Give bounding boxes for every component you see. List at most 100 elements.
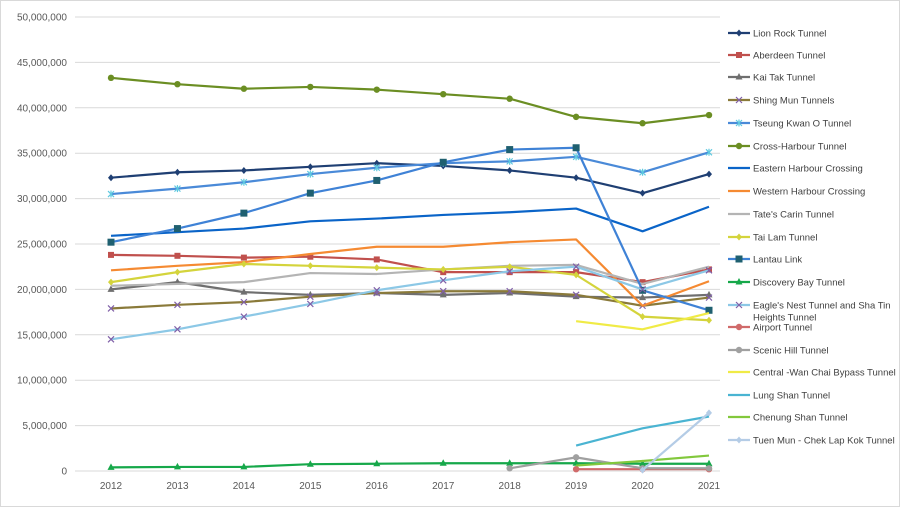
data-point	[572, 454, 580, 461]
y-tick-label: 5,000,000	[23, 421, 68, 432]
data-point	[639, 120, 646, 127]
data-point	[506, 263, 513, 271]
data-point	[572, 113, 580, 121]
series-line	[110, 265, 710, 341]
data-point	[706, 409, 712, 417]
data-point	[572, 153, 580, 161]
legend-item: Tate's Carin Tunnel	[728, 210, 834, 221]
data-point	[373, 256, 380, 263]
data-point	[439, 158, 447, 166]
data-point	[373, 164, 381, 172]
series-line	[110, 238, 710, 307]
data-point	[107, 305, 115, 312]
data-point	[735, 255, 743, 263]
data-point	[639, 293, 647, 301]
series-line	[576, 454, 710, 467]
legend-item: Cross-Harbour Tunnel	[728, 142, 846, 153]
data-point	[373, 286, 381, 294]
legend-item: Central -Wan Chai Bypass Tunnel	[728, 368, 896, 379]
data-point	[240, 178, 248, 186]
y-tick-label: 45,000,000	[17, 58, 67, 69]
data-point	[639, 279, 646, 286]
data-point	[706, 170, 712, 178]
data-point	[639, 466, 646, 474]
data-point	[307, 83, 314, 91]
data-point	[107, 335, 115, 343]
series-tai-lam-tunnel	[108, 260, 712, 324]
y-tick-label: 50,000,000	[17, 13, 67, 24]
data-point	[107, 238, 115, 246]
data-point	[174, 252, 181, 259]
legend-label: Shing Mun Tunnels	[753, 96, 835, 107]
x-tick-label: 2017	[432, 481, 455, 492]
x-tick-label: 2016	[366, 481, 389, 492]
data-point	[108, 251, 114, 258]
data-point	[705, 459, 713, 467]
series-line	[110, 262, 710, 322]
data-point	[240, 166, 247, 174]
x-tick-label: 2015	[299, 481, 322, 492]
data-point	[174, 185, 181, 193]
legend-label: Discovery Bay Tunnel	[753, 278, 845, 289]
data-point	[240, 85, 248, 92]
legend-item: Lantau Link	[728, 255, 802, 266]
series-line	[641, 412, 710, 471]
data-point	[107, 190, 115, 198]
data-point	[705, 294, 713, 301]
data-point	[573, 174, 580, 182]
data-point	[174, 168, 181, 176]
x-tick-label: 2012	[100, 481, 123, 492]
legend-label: Cross-Harbour Tunnel	[753, 142, 846, 153]
legend-item: Discovery Bay Tunnel	[728, 278, 845, 289]
legend-item: Chenung Shan Tunnel	[728, 413, 848, 424]
legend-label: Eastern Harbour Crossing	[753, 164, 863, 175]
data-point	[506, 287, 514, 295]
legend-item: Airport Tunnel	[728, 323, 812, 334]
series-eagle-s-nest-tunnel-and-sha-tin-heights-tunnel	[107, 263, 713, 343]
data-point	[735, 323, 743, 331]
data-point	[506, 465, 513, 472]
data-point	[639, 459, 647, 467]
legend-item: Eastern Harbour Crossing	[728, 164, 863, 175]
legend-item: Tuen Mun - Chek Lap Kok Tunnel	[728, 436, 895, 447]
data-point	[373, 86, 380, 93]
data-point	[173, 462, 181, 470]
legend-label: Western Harbour Crossing	[753, 187, 865, 198]
x-tick-label: 2019	[565, 481, 588, 492]
legend-item: Shing Mun Tunnels	[728, 96, 835, 107]
series-line	[110, 290, 710, 310]
data-point	[373, 176, 381, 184]
data-point	[705, 465, 713, 472]
series-line	[110, 263, 710, 287]
series-line	[110, 76, 710, 125]
data-point	[107, 285, 115, 292]
data-point	[108, 278, 114, 286]
data-point	[306, 460, 314, 467]
legend-item: Tseung Kwan O Tunnel	[728, 119, 851, 130]
data-point	[174, 268, 181, 276]
legend-item: Western Harbour Crossing	[728, 187, 865, 198]
y-tick-label: 10,000,000	[17, 376, 67, 387]
data-point	[306, 293, 314, 301]
legend-label: Tuen Mun - Chek Lap Kok Tunnel	[753, 436, 895, 447]
data-point	[706, 266, 712, 273]
legend-label: Tate's Carin Tunnel	[753, 210, 834, 221]
legend-item: Lion Rock Tunnel	[728, 29, 826, 40]
data-point	[572, 263, 580, 271]
legend-label: Lion Rock Tunnel	[753, 29, 826, 40]
data-point	[439, 290, 447, 298]
legend-label: Eagle's Nest Tunnel and Sha Tin Heights T…	[753, 301, 891, 324]
legend-label: Chenung Shan Tunnel	[753, 413, 848, 424]
data-point	[506, 166, 513, 174]
x-tick-label: 2013	[166, 481, 189, 492]
data-point	[240, 254, 247, 261]
y-tick-label: 0	[61, 467, 67, 478]
series-line	[110, 281, 710, 299]
data-point	[506, 146, 514, 154]
data-point	[439, 276, 447, 284]
data-point	[307, 262, 314, 270]
series-western-harbour-crossing	[110, 238, 710, 307]
data-point	[506, 157, 514, 165]
legend-item: Lung Shan Tunnel	[728, 391, 830, 402]
data-point	[705, 266, 713, 274]
